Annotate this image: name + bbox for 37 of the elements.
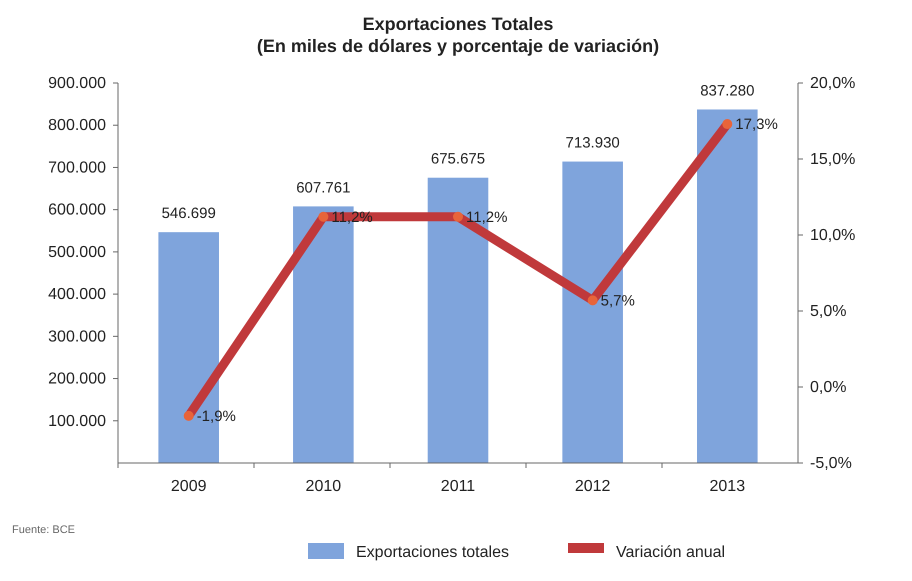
data-label: 837.280	[700, 82, 754, 100]
data-label: 713.930	[566, 134, 620, 152]
x-tick-label: 2012	[574, 478, 611, 495]
y2-tick-label: 15,0%	[810, 151, 856, 168]
y2-tick-label: 10,0%	[810, 227, 856, 244]
chart-title: Exportaciones Totales	[362, 14, 554, 34]
x-tick-label: 2013	[710, 478, 746, 495]
point	[588, 295, 598, 306]
y2-tick-label: 5,0%	[810, 303, 846, 320]
data-label: 11,2%	[331, 208, 373, 226]
y-tick-label: 900.000	[48, 75, 106, 92]
point	[184, 410, 194, 421]
y-tick-label: 400.000	[48, 286, 106, 304]
point	[722, 119, 732, 130]
legend-label: Variación anual	[616, 544, 726, 561]
legend-label: Exportaciones totales	[356, 544, 509, 561]
x-tick-label: 2010	[306, 478, 342, 495]
y-tick-label: 800.000	[48, 117, 106, 134]
point	[318, 212, 328, 222]
y-tick-label: 100.000	[48, 412, 106, 430]
y2-tick-label: -5,0%	[810, 455, 852, 472]
data-label: 11,2%	[466, 208, 508, 226]
x-tick-label: 2011	[440, 478, 476, 495]
y2-tick-label: 0,0%	[810, 379, 846, 396]
y-tick-label: 300.000	[48, 328, 106, 346]
data-label: 546.699	[162, 205, 216, 222]
y2-tick-label: 20,0%	[810, 75, 856, 92]
y-tick-label: 200.000	[48, 370, 106, 388]
y-tick-label: 700.000	[48, 159, 106, 176]
x-tick-label: 2009	[170, 478, 207, 495]
source-note: Fuente: BCE	[12, 524, 75, 536]
y-tick-label: 600.000	[48, 202, 106, 219]
chart-subtitle: (En miles de dólares y porcentaje de variación)	[256, 36, 660, 56]
point	[453, 212, 463, 222]
data-label: 607.761	[296, 179, 350, 196]
data-label: 675.675	[430, 150, 486, 168]
y-tick-label: 500.000	[48, 244, 106, 261]
